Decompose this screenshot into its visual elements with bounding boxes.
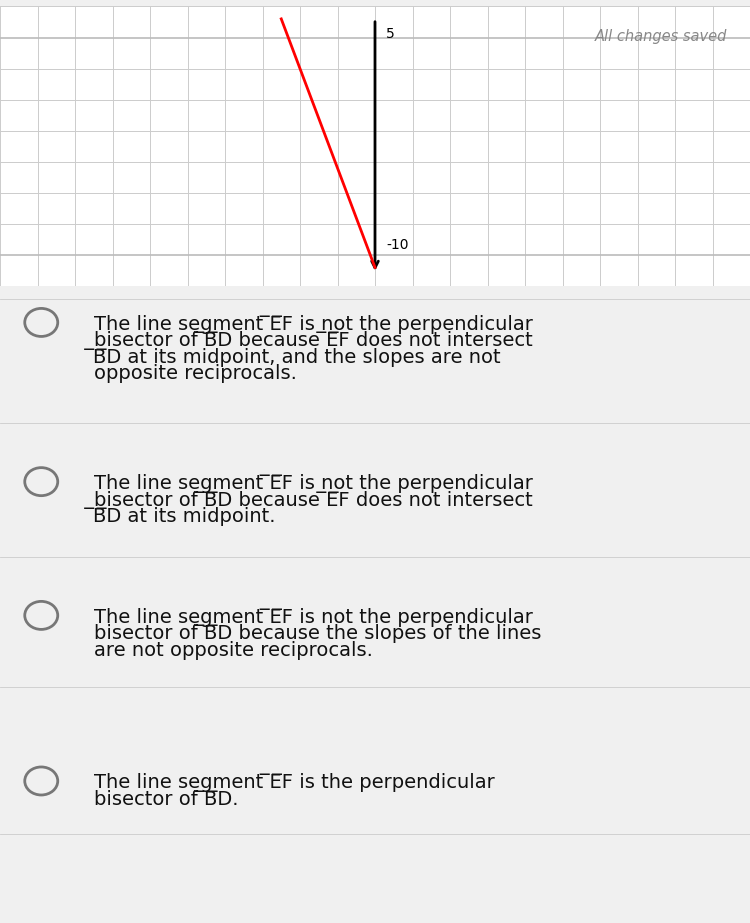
Text: bisector of ̅B̅D.: bisector of ̅B̅D. (94, 790, 238, 809)
Text: ̅B̅D at its midpoint.: ̅B̅D at its midpoint. (94, 507, 276, 526)
Text: opposite reciprocals.: opposite reciprocals. (94, 365, 296, 383)
Text: All changes saved: All changes saved (596, 29, 728, 43)
Text: The line segment ̅E̅F is not the perpendicular: The line segment ̅E̅F is not the perpend… (94, 607, 532, 627)
Text: are not opposite reciprocals.: are not opposite reciprocals. (94, 641, 373, 660)
Text: The line segment ̅E̅F is not the perpendicular: The line segment ̅E̅F is not the perpend… (94, 315, 532, 334)
Text: bisector of ̅B̅D because ̅E̅F does not intersect: bisector of ̅B̅D because ̅E̅F does not i… (94, 490, 532, 509)
Text: ̅B̅D at its midpoint, and the slopes are not: ̅B̅D at its midpoint, and the slopes are… (94, 348, 501, 367)
Text: The line segment ̅E̅F is not the perpendicular: The line segment ̅E̅F is not the perpend… (94, 474, 532, 493)
Text: 5: 5 (386, 27, 395, 41)
Text: bisector of ̅B̅D because the slopes of the lines: bisector of ̅B̅D because the slopes of t… (94, 624, 542, 643)
Text: bisector of ̅B̅D because ̅E̅F does not intersect: bisector of ̅B̅D because ̅E̅F does not i… (94, 331, 532, 351)
Text: The line segment ̅E̅F is the perpendicular: The line segment ̅E̅F is the perpendicul… (94, 773, 494, 792)
Text: -10: -10 (386, 238, 409, 252)
